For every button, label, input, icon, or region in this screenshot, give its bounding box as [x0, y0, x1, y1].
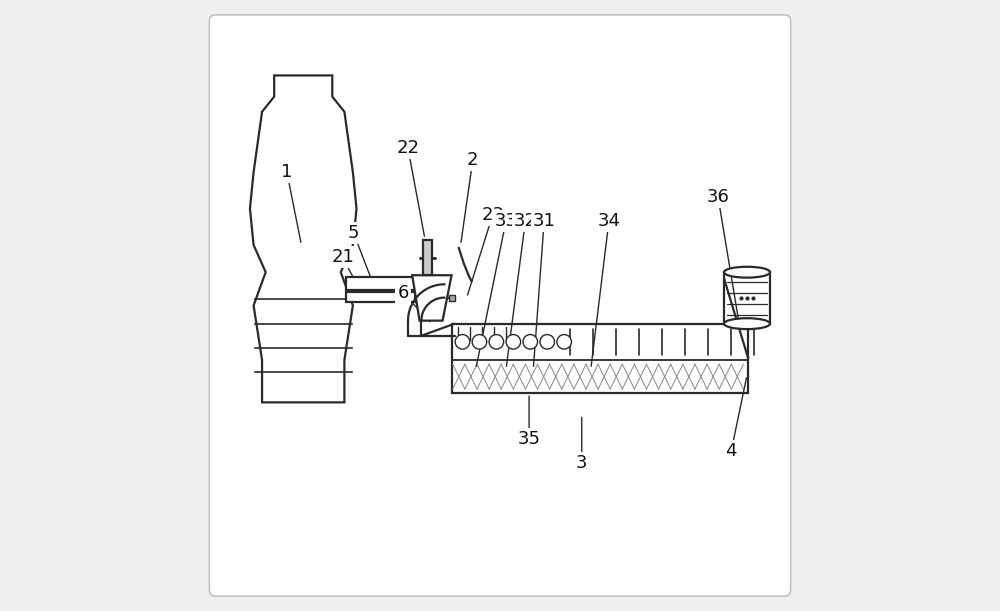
Ellipse shape: [724, 318, 770, 329]
Circle shape: [506, 335, 521, 349]
Text: 34: 34: [597, 212, 620, 230]
Bar: [724, 273, 770, 324]
Bar: [423, 240, 432, 275]
Text: 4: 4: [726, 442, 737, 460]
Circle shape: [557, 335, 571, 349]
Text: 36: 36: [707, 188, 729, 205]
Text: 5: 5: [348, 224, 359, 242]
Text: 35: 35: [518, 430, 541, 448]
Bar: [449, 295, 455, 301]
Circle shape: [523, 335, 538, 349]
Text: 21: 21: [331, 248, 354, 266]
Circle shape: [455, 335, 470, 349]
Text: 32: 32: [514, 212, 537, 230]
Text: 31: 31: [533, 212, 556, 230]
Circle shape: [540, 335, 554, 349]
Text: 2: 2: [467, 151, 479, 169]
FancyBboxPatch shape: [209, 15, 791, 596]
Polygon shape: [250, 75, 357, 403]
Text: 3: 3: [576, 454, 587, 472]
Ellipse shape: [724, 267, 770, 277]
Text: 22: 22: [396, 139, 419, 157]
Text: 33: 33: [495, 212, 518, 230]
Text: 23: 23: [481, 206, 504, 224]
Bar: [452, 324, 748, 393]
Bar: [346, 291, 415, 302]
Circle shape: [489, 335, 504, 349]
Text: 1: 1: [281, 163, 293, 181]
Circle shape: [472, 335, 487, 349]
Bar: [346, 277, 415, 290]
Polygon shape: [412, 275, 452, 321]
Text: 6: 6: [397, 284, 409, 302]
